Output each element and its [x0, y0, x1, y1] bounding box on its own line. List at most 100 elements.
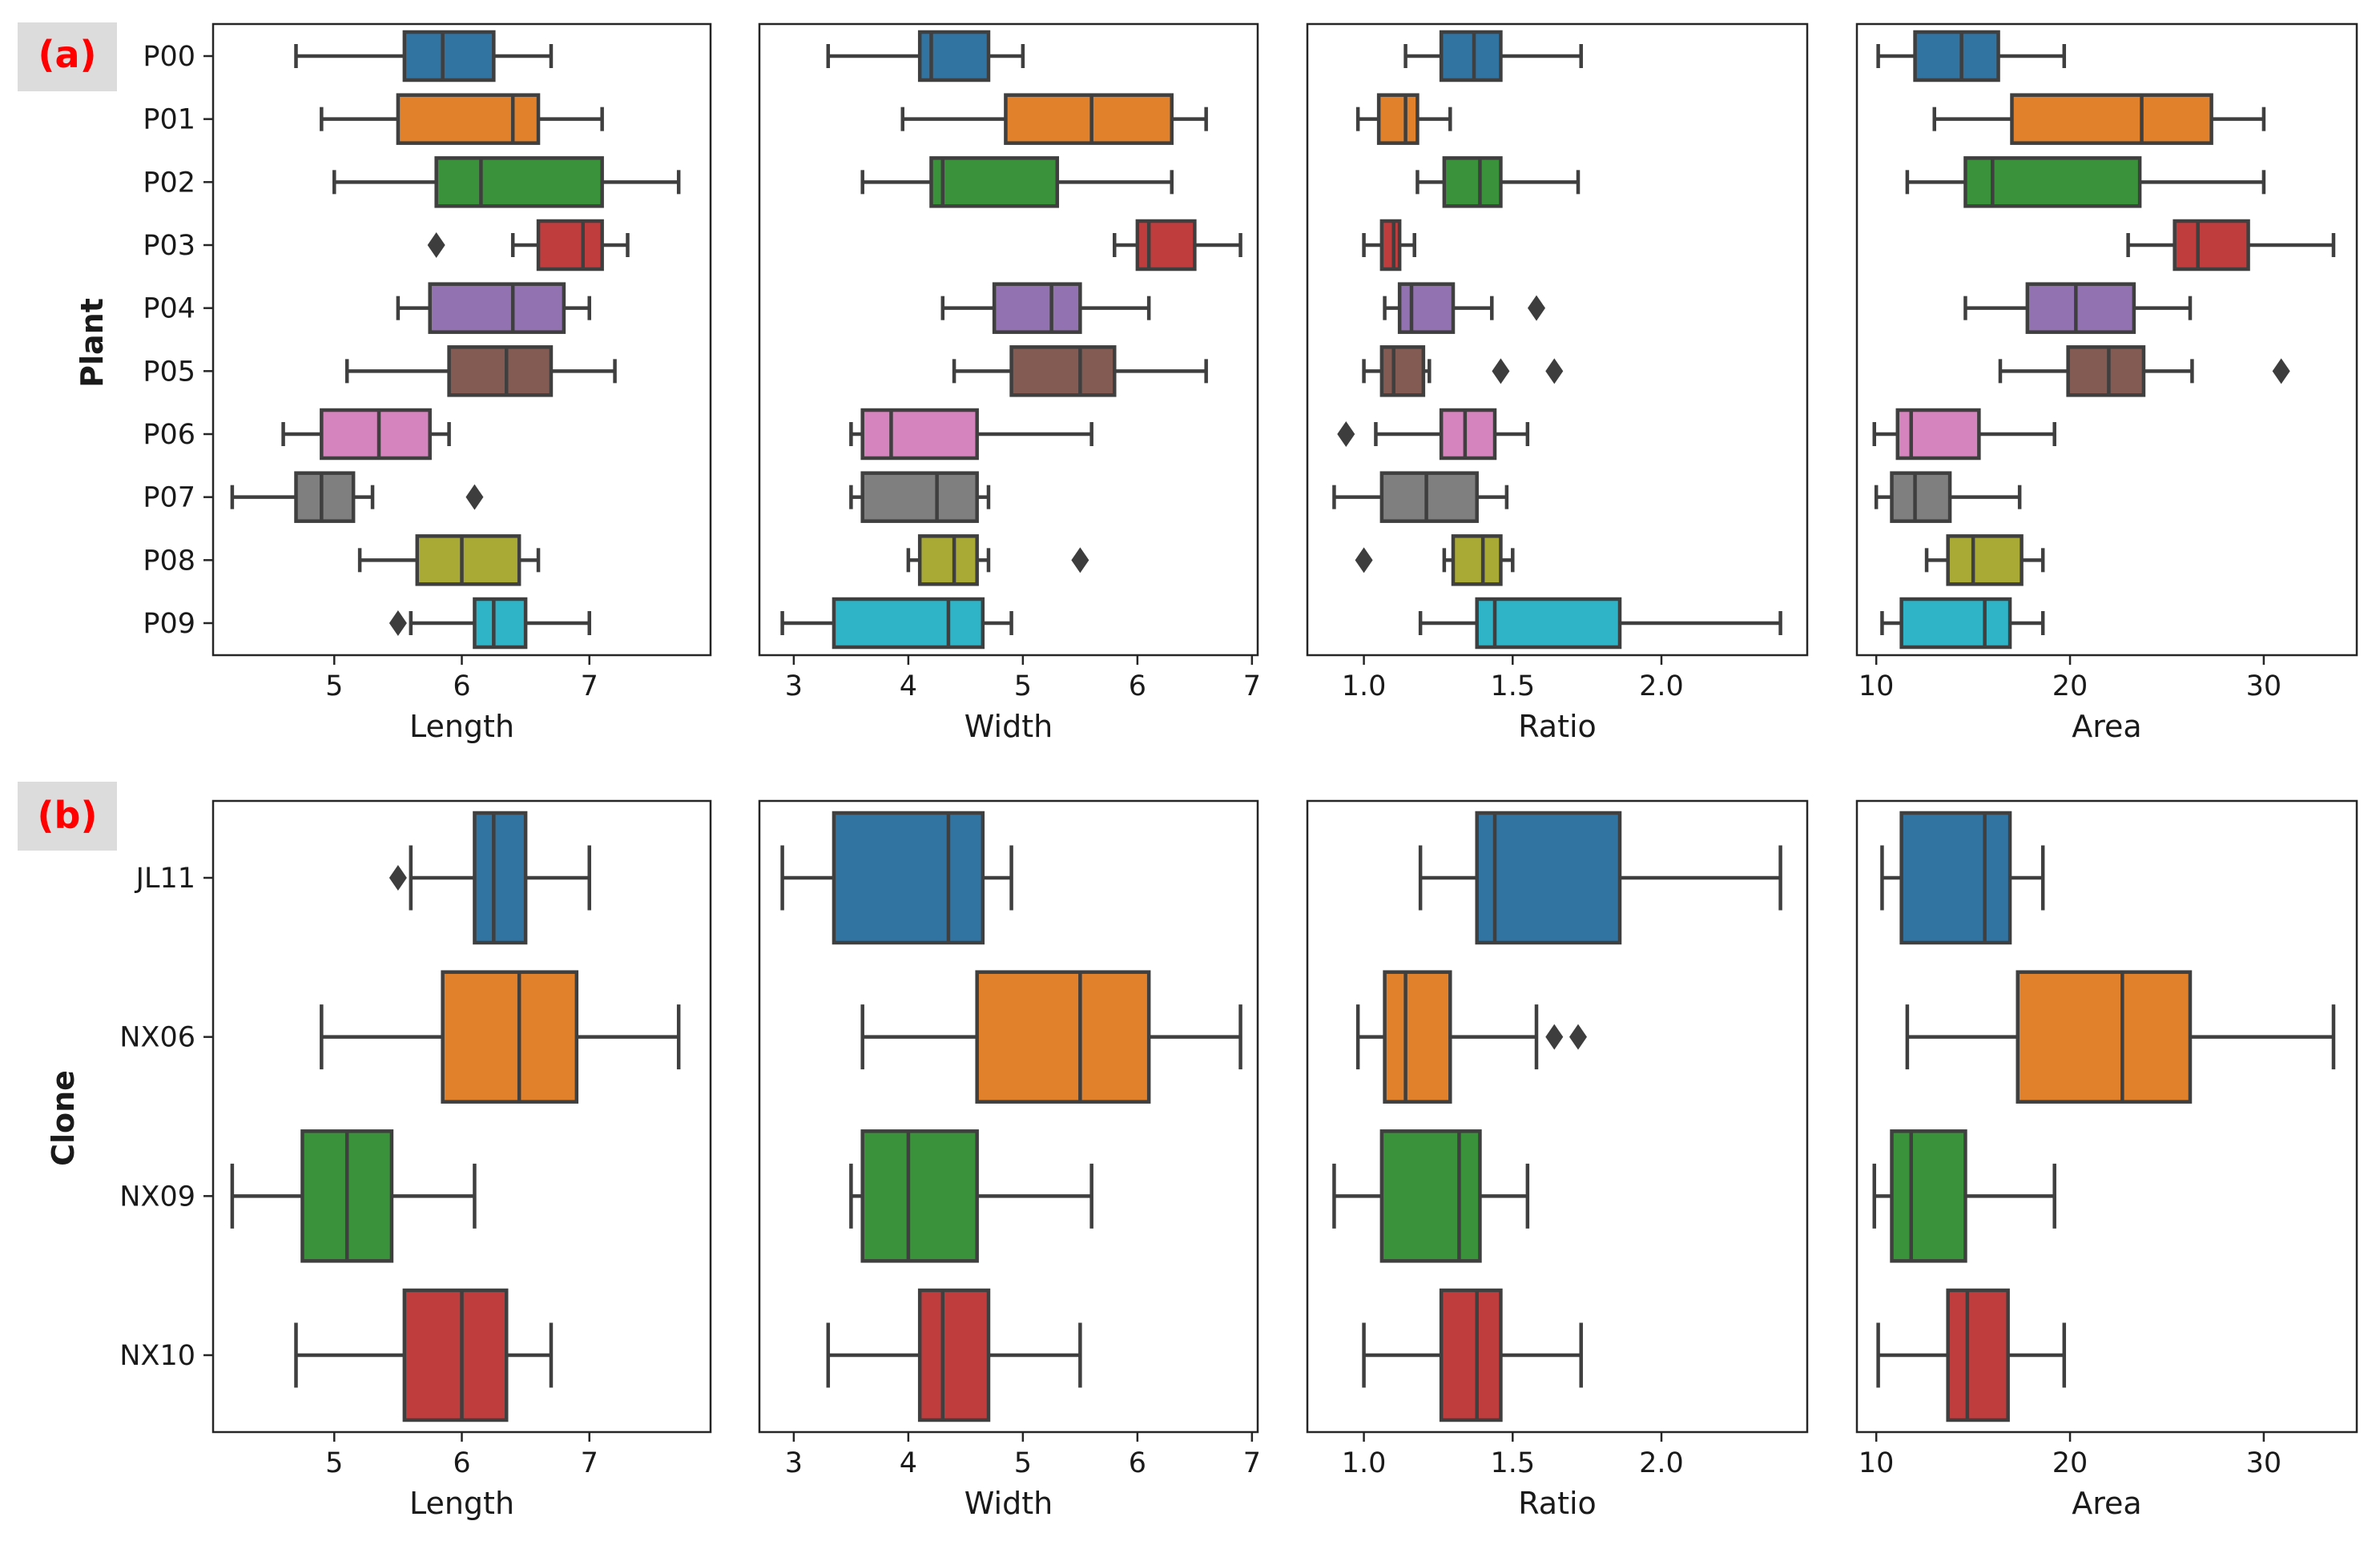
- axes-frame: [758, 799, 1259, 1434]
- x-axis-label: Ratio: [1518, 709, 1597, 744]
- box-p09: [1475, 597, 1622, 650]
- category-label: P01: [143, 104, 195, 136]
- subplot-2-length: 5 6 7 Length JL11 NX06 NX09 NX10: [119, 799, 712, 1521]
- outlier-marker: [1492, 358, 1510, 384]
- box-p05: [1379, 345, 1426, 397]
- box-p07: [1890, 471, 1952, 523]
- outlier-marker: [1355, 547, 1373, 573]
- x-tick-label: 20: [2052, 670, 2088, 702]
- box-p00: [1439, 30, 1503, 82]
- box-p04: [2025, 282, 2136, 334]
- box-p03: [2173, 219, 2250, 272]
- outlier-marker: [389, 610, 407, 636]
- box-p06: [1439, 408, 1497, 461]
- x-tick-label: 5: [325, 670, 343, 702]
- category-label: P04: [143, 293, 195, 325]
- clone-axis-title: Clone: [46, 1070, 81, 1166]
- panel-b-tag-bg: [18, 782, 117, 851]
- box-nx06: [975, 970, 1151, 1104]
- x-tick-label: 6: [453, 1447, 470, 1479]
- x-tick-label: 7: [581, 670, 598, 702]
- axes-frame: [758, 22, 1259, 657]
- x-tick-label: 1.0: [1342, 1447, 1387, 1479]
- x-tick-label: 2.0: [1639, 670, 1684, 702]
- category-label: P07: [143, 482, 195, 514]
- x-tick-label: 20: [2052, 1447, 2088, 1479]
- category-label: P09: [143, 608, 195, 640]
- box-p03: [536, 219, 604, 272]
- box-p08: [1946, 534, 2024, 586]
- x-tick-label: 7: [1243, 1447, 1261, 1479]
- axes-frame: [1306, 22, 1809, 657]
- x-tick-label: 5: [1014, 670, 1032, 702]
- subplot-1-area: 10 20 30 Area: [1855, 22, 2358, 744]
- category-label: P02: [143, 167, 195, 199]
- outlier-marker: [1071, 547, 1089, 573]
- box-p00: [1913, 30, 2000, 82]
- box-nx06: [2016, 970, 2193, 1104]
- box-jl11: [832, 811, 985, 945]
- x-tick-label: 30: [2246, 670, 2282, 702]
- box-p02: [1442, 156, 1503, 208]
- x-tick-label: 30: [2246, 1447, 2282, 1479]
- box-p02: [434, 156, 604, 208]
- box-nx10: [402, 1288, 509, 1422]
- box-p08: [917, 534, 979, 586]
- x-axis-label: Width: [964, 1486, 1053, 1521]
- subplot-1-ratio: 1.0 1.5 2.0 Ratio: [1306, 22, 1809, 744]
- box-nx09: [1890, 1129, 1967, 1263]
- box-p01: [396, 93, 541, 145]
- x-tick-label: 7: [581, 1447, 598, 1479]
- panel-a-tag-bg: [18, 22, 117, 91]
- x-axis-label: Area: [2072, 1486, 2141, 1521]
- x-axis-label: Area: [2072, 709, 2141, 744]
- x-tick-label: 10: [1858, 670, 1895, 702]
- box-nx10: [1946, 1288, 2010, 1422]
- box-p06: [860, 408, 979, 461]
- category-label: P08: [143, 545, 195, 577]
- box-p07: [860, 471, 979, 523]
- x-tick-label: 3: [785, 1447, 803, 1479]
- box-p03: [1135, 219, 1197, 272]
- category-label: P05: [143, 356, 195, 388]
- category-label: NX06: [119, 1022, 195, 1054]
- box-nx10: [1439, 1288, 1503, 1422]
- box-p00: [402, 30, 496, 82]
- axes-frame: [1855, 799, 2358, 1434]
- box-jl11: [1899, 811, 2012, 945]
- box-p01: [1004, 93, 1174, 145]
- plant-axis-title: Plant: [75, 298, 110, 388]
- x-axis-label: Length: [409, 1486, 514, 1521]
- box-p02: [929, 156, 1060, 208]
- box-p01: [1376, 93, 1420, 145]
- box-nx06: [1383, 970, 1452, 1104]
- outlier-marker: [389, 865, 407, 891]
- outlier-marker: [1528, 295, 1545, 321]
- category-label: P06: [143, 419, 195, 451]
- subplot-2-area: 10 20 30 Area: [1855, 799, 2358, 1521]
- x-tick-label: 5: [325, 1447, 343, 1479]
- x-tick-label: 10: [1858, 1447, 1895, 1479]
- box-p04: [428, 282, 566, 334]
- box-p09: [832, 597, 985, 650]
- box-p06: [320, 408, 432, 461]
- subplot-2-ratio: 1.0 1.5 2.0 Ratio: [1306, 799, 1809, 1521]
- box-nx09: [1379, 1129, 1482, 1263]
- x-tick-label: 5: [1014, 1447, 1032, 1479]
- x-tick-label: 3: [785, 670, 803, 702]
- outlier-marker: [1545, 1024, 1564, 1050]
- box-p03: [1379, 219, 1402, 272]
- plots-layer: 5 6 7 Length P00 P01 P02 P03 P04 P05 P06 P07 P08 P09 3…: [119, 22, 2358, 1521]
- x-tick-label: 1.0: [1342, 670, 1387, 702]
- panel-b-tag: (b): [38, 794, 98, 837]
- x-axis-label: Ratio: [1518, 1486, 1597, 1521]
- box-nx10: [917, 1288, 991, 1422]
- subplot-1-width: 3 4 5 6 7 Width: [758, 22, 1261, 744]
- outlier-marker: [427, 232, 445, 258]
- box-p01: [2010, 93, 2213, 145]
- category-label: P00: [143, 41, 195, 73]
- outlier-marker: [1337, 421, 1355, 447]
- box-p09: [1899, 597, 2012, 650]
- box-p05: [2066, 345, 2146, 397]
- box-p05: [447, 345, 554, 397]
